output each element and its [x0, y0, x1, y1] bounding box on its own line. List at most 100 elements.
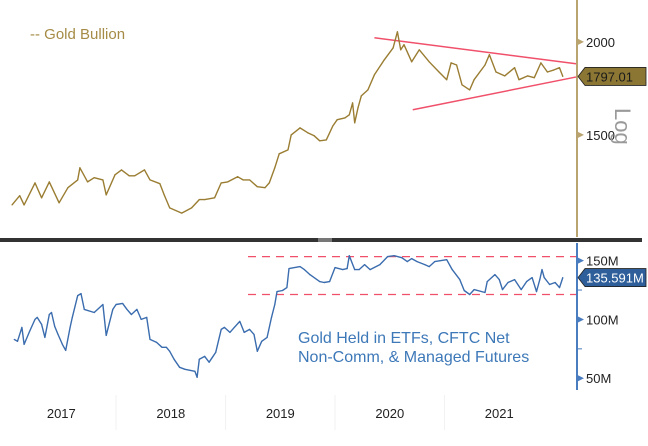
data-point [136, 308, 138, 311]
log-scale-label: Log [610, 108, 635, 145]
data-point [276, 290, 278, 293]
data-point [428, 266, 430, 268]
data-point [418, 49, 420, 51]
last-value-label: 1797.01 [586, 69, 633, 84]
data-point [424, 264, 426, 266]
data-point [351, 102, 354, 104]
data-point [504, 75, 506, 77]
data-point [325, 139, 327, 141]
data-point [126, 308, 128, 311]
data-point [165, 346, 168, 348]
data-point [134, 175, 136, 177]
data-point [256, 186, 258, 188]
data-point [342, 268, 344, 271]
data-point [223, 326, 226, 329]
data-point [236, 176, 239, 178]
data-point [249, 328, 251, 331]
data-point [396, 31, 399, 33]
tick-marker-icon [578, 375, 584, 382]
data-point [181, 212, 183, 214]
x-tick-label: 2019 [266, 406, 295, 421]
data-point [553, 69, 555, 71]
data-point [264, 187, 266, 189]
separator-handle[interactable] [318, 238, 332, 242]
last-value-label: 135.591M [586, 271, 644, 286]
data-point [112, 308, 114, 311]
data-point [155, 341, 158, 343]
data-point [256, 350, 258, 352]
data-point [401, 257, 403, 259]
data-point [461, 84, 463, 86]
data-point [83, 308, 85, 311]
data-point [520, 288, 522, 291]
data-point [253, 333, 255, 335]
data-point [242, 179, 244, 181]
data-point [360, 95, 362, 97]
data-point [367, 89, 369, 91]
data-point [114, 174, 116, 176]
data-point [268, 182, 270, 184]
data-point [400, 49, 402, 51]
data-point [261, 340, 263, 342]
data-point [357, 107, 359, 109]
data-point [16, 340, 19, 342]
data-point [140, 318, 142, 321]
data-point [93, 311, 95, 314]
data-point [161, 346, 163, 348]
data-point [473, 79, 475, 81]
data-point [446, 259, 448, 261]
data-point [562, 75, 564, 78]
data-point [58, 202, 60, 204]
tick-marker-icon [578, 257, 584, 264]
data-point [149, 179, 151, 181]
x-tick-label: 2021 [485, 406, 514, 421]
data-point [309, 274, 311, 276]
data-point [239, 320, 241, 323]
data-point [379, 264, 381, 266]
data-point [48, 181, 50, 183]
data-point [451, 268, 453, 271]
y-tick-label: 2000 [586, 35, 615, 50]
data-point [348, 255, 350, 257]
trendline-0 [374, 37, 578, 65]
data-point [48, 313, 50, 316]
data-point [334, 266, 336, 269]
data-point [191, 207, 193, 209]
last-value-tag [577, 67, 647, 86]
data-point [41, 323, 43, 325]
data-point [434, 260, 436, 263]
data-point [513, 67, 516, 69]
data-point [323, 281, 325, 284]
tick-marker-icon [578, 131, 584, 138]
data-point [122, 302, 124, 305]
data-point [438, 71, 440, 73]
data-point [196, 376, 198, 378]
data-point [178, 366, 181, 368]
data-point [198, 358, 200, 360]
data-point [67, 187, 69, 189]
data-point [41, 197, 43, 199]
data-point [488, 54, 491, 56]
data-point [484, 291, 486, 294]
data-point [65, 349, 67, 351]
data-point [211, 356, 214, 358]
data-point [416, 260, 418, 263]
data-point [455, 64, 458, 66]
data-point [105, 334, 107, 337]
annotation-line-1: Gold Held in ETFs, CFTC Net [298, 330, 510, 347]
data-point [204, 355, 206, 357]
data-point [554, 281, 556, 284]
data-point [346, 268, 348, 270]
data-point [23, 343, 25, 345]
data-point [373, 74, 376, 76]
data-point [54, 325, 56, 327]
data-point [486, 280, 488, 283]
data-point [290, 134, 292, 136]
data-point [50, 311, 53, 314]
series-line-0 [11, 31, 564, 214]
x-tick-label: 2017 [47, 406, 76, 421]
data-point [215, 351, 217, 353]
data-point [498, 278, 500, 281]
data-point [204, 199, 206, 201]
data-point [173, 358, 175, 360]
